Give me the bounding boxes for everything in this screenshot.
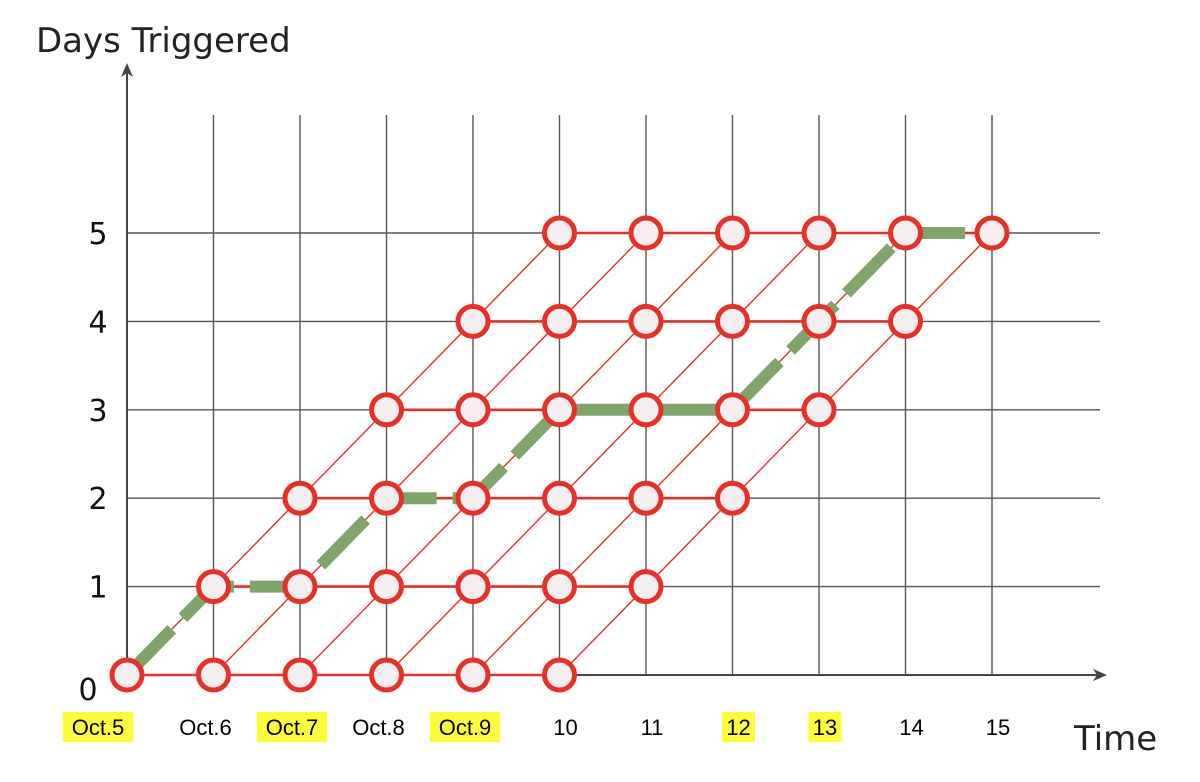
lattice-node [542,392,577,428]
lattice-node [974,215,1010,251]
y-tick-label: 2 [88,482,107,517]
lattice-node [801,215,837,251]
lattice-node [196,569,231,605]
lattice-diagonal-edge [299,586,388,676]
lattice-node [628,303,664,339]
lattice-node [369,392,404,428]
x-tick-label: 15 [986,715,1010,740]
x-tick-highlight [808,712,842,742]
lattice-node [715,480,750,516]
lattice-diagonal-edge [558,586,647,676]
lattice-node [542,657,577,693]
lattice-node [196,657,231,693]
x-tick-label: 12 [726,715,750,740]
lattice-diagonal-edge [385,586,474,676]
lattice-diagonal-edge [385,497,474,588]
lattice-diagonal-edge [472,320,561,411]
x-tick-highlight [256,712,328,742]
y-tick-label: 1 [88,571,107,606]
lattice-diagonal-edge [558,232,647,322]
lattice-node [369,657,404,693]
x-tick-label: 10 [553,715,577,740]
x-tick-label: Oct.8 [352,715,405,740]
lattice-node [542,303,577,339]
lattice-node [282,569,318,605]
y-tick-label: 3 [88,394,107,429]
lattice-node [801,303,837,339]
y-axis-title: Days Triggered [36,21,291,61]
lattice-node [801,392,837,428]
lattice-diagonal-edge [558,497,647,588]
lattice-node [628,569,664,605]
x-tick-label: 13 [813,715,837,740]
lattice-node [888,215,923,251]
highlighted-path [122,227,992,680]
lattice-diagonal-edge [645,320,734,411]
lattice-node [455,480,491,516]
lattice-diagonal-edge [731,409,820,499]
lattice-diagonal-edge [904,232,993,322]
y-tick-label: 4 [88,305,107,340]
lattice-diagonal-edge [558,409,647,499]
x-tick-label: Oct.7 [266,715,319,740]
lattice-diagonal-edge [731,232,820,322]
lattice-diagonal-edge [472,497,561,588]
x-tick-label: 14 [899,715,923,740]
lattice-node [628,480,664,516]
lattice-diagonal-edge [212,497,301,588]
lattice-diagonal-edge [299,409,388,499]
lattice-node [455,303,491,339]
x-axis-title: Time [1073,719,1157,759]
lattice-node [369,480,404,516]
lattice-node [888,303,923,339]
y-tick-label: 0 [78,673,97,708]
lattice-diagonal-edge [212,586,301,676]
lattice-diagonal-edge [645,497,734,588]
lattice-diagonal-edge [645,409,734,499]
lattice-diagonal-edge [558,320,647,411]
x-tick-label: Oct.9 [439,715,492,740]
lattice-nodes [109,215,1010,693]
lattice-diagonal-edge [385,409,474,499]
lattice-diagonal-edge [472,232,561,322]
x-tick-label: Oct.5 [72,715,125,740]
lattice-diagonal-edge [645,232,734,322]
x-tick-highlight [62,712,134,742]
lattice-node [542,215,577,251]
path-line [122,227,992,680]
lattice-node [455,569,491,605]
x-tick-highlight [429,712,501,742]
lattice-node [542,480,577,516]
lattice-node [282,480,318,516]
lattice-node [715,392,750,428]
x-tick-label: 11 [641,715,664,740]
lattice-node [282,657,318,693]
lattice-node [455,392,491,428]
lattice-node [455,657,491,693]
x-tick-highlight [722,712,755,742]
lattice-diagonal-edge [818,320,907,411]
lattice-diagonal-edge [472,586,561,676]
y-tick-label: 5 [88,217,107,252]
lattice-node [369,569,404,605]
lattice-node [628,215,664,251]
lattice-node [628,392,664,428]
lattice-node [109,657,145,693]
lattice-diagonal-edge [385,320,474,411]
lattice-node [715,215,750,251]
lattice-node [542,569,577,605]
lattice-node [715,303,750,339]
x-tick-label: Oct.6 [179,715,232,740]
